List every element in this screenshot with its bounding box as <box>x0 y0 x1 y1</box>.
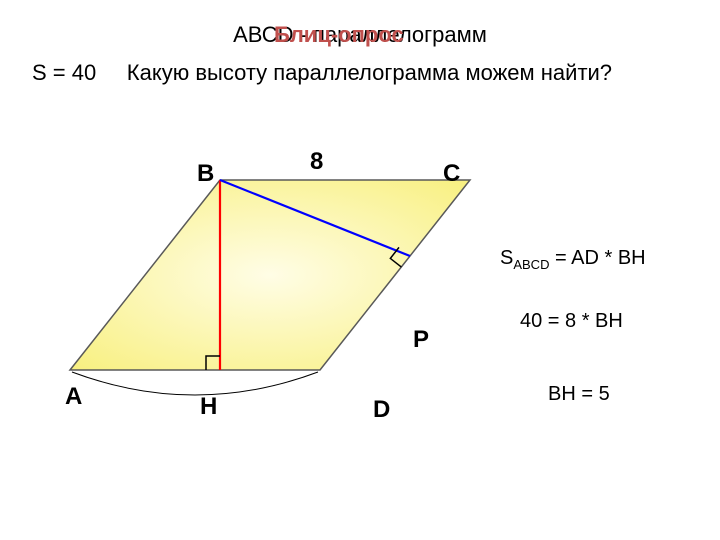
arc-ad <box>72 372 318 395</box>
geometry-diagram <box>60 140 480 425</box>
formula-result: BH = 5 <box>548 383 610 406</box>
s-value: S = 40 <box>32 60 96 85</box>
vertex-c: С <box>443 160 460 188</box>
vertex-p: P <box>413 326 429 354</box>
vertex-a: А <box>65 383 82 411</box>
parallelogram-shape <box>70 180 470 370</box>
question-text: Какую высоту параллелограмма можем найти… <box>127 60 612 85</box>
vertex-d: D <box>373 396 390 424</box>
formula-substitution: 40 = 8 * BH <box>520 310 623 333</box>
formula1-sub: ABCD <box>513 257 549 272</box>
formula1-post: = AD * BH <box>549 247 645 269</box>
vertex-b: В <box>197 160 214 188</box>
diagram-svg <box>60 140 480 420</box>
vertex-h: H <box>200 393 217 421</box>
side-bc-length: 8 <box>310 148 323 176</box>
header-title-overlay: Блиц-опрос <box>274 22 404 48</box>
question-row: S = 40 Какую высоту параллелограмма може… <box>32 60 612 86</box>
formula-area: SABCD = AD * BH <box>500 247 646 272</box>
formula1-s: S <box>500 247 513 269</box>
